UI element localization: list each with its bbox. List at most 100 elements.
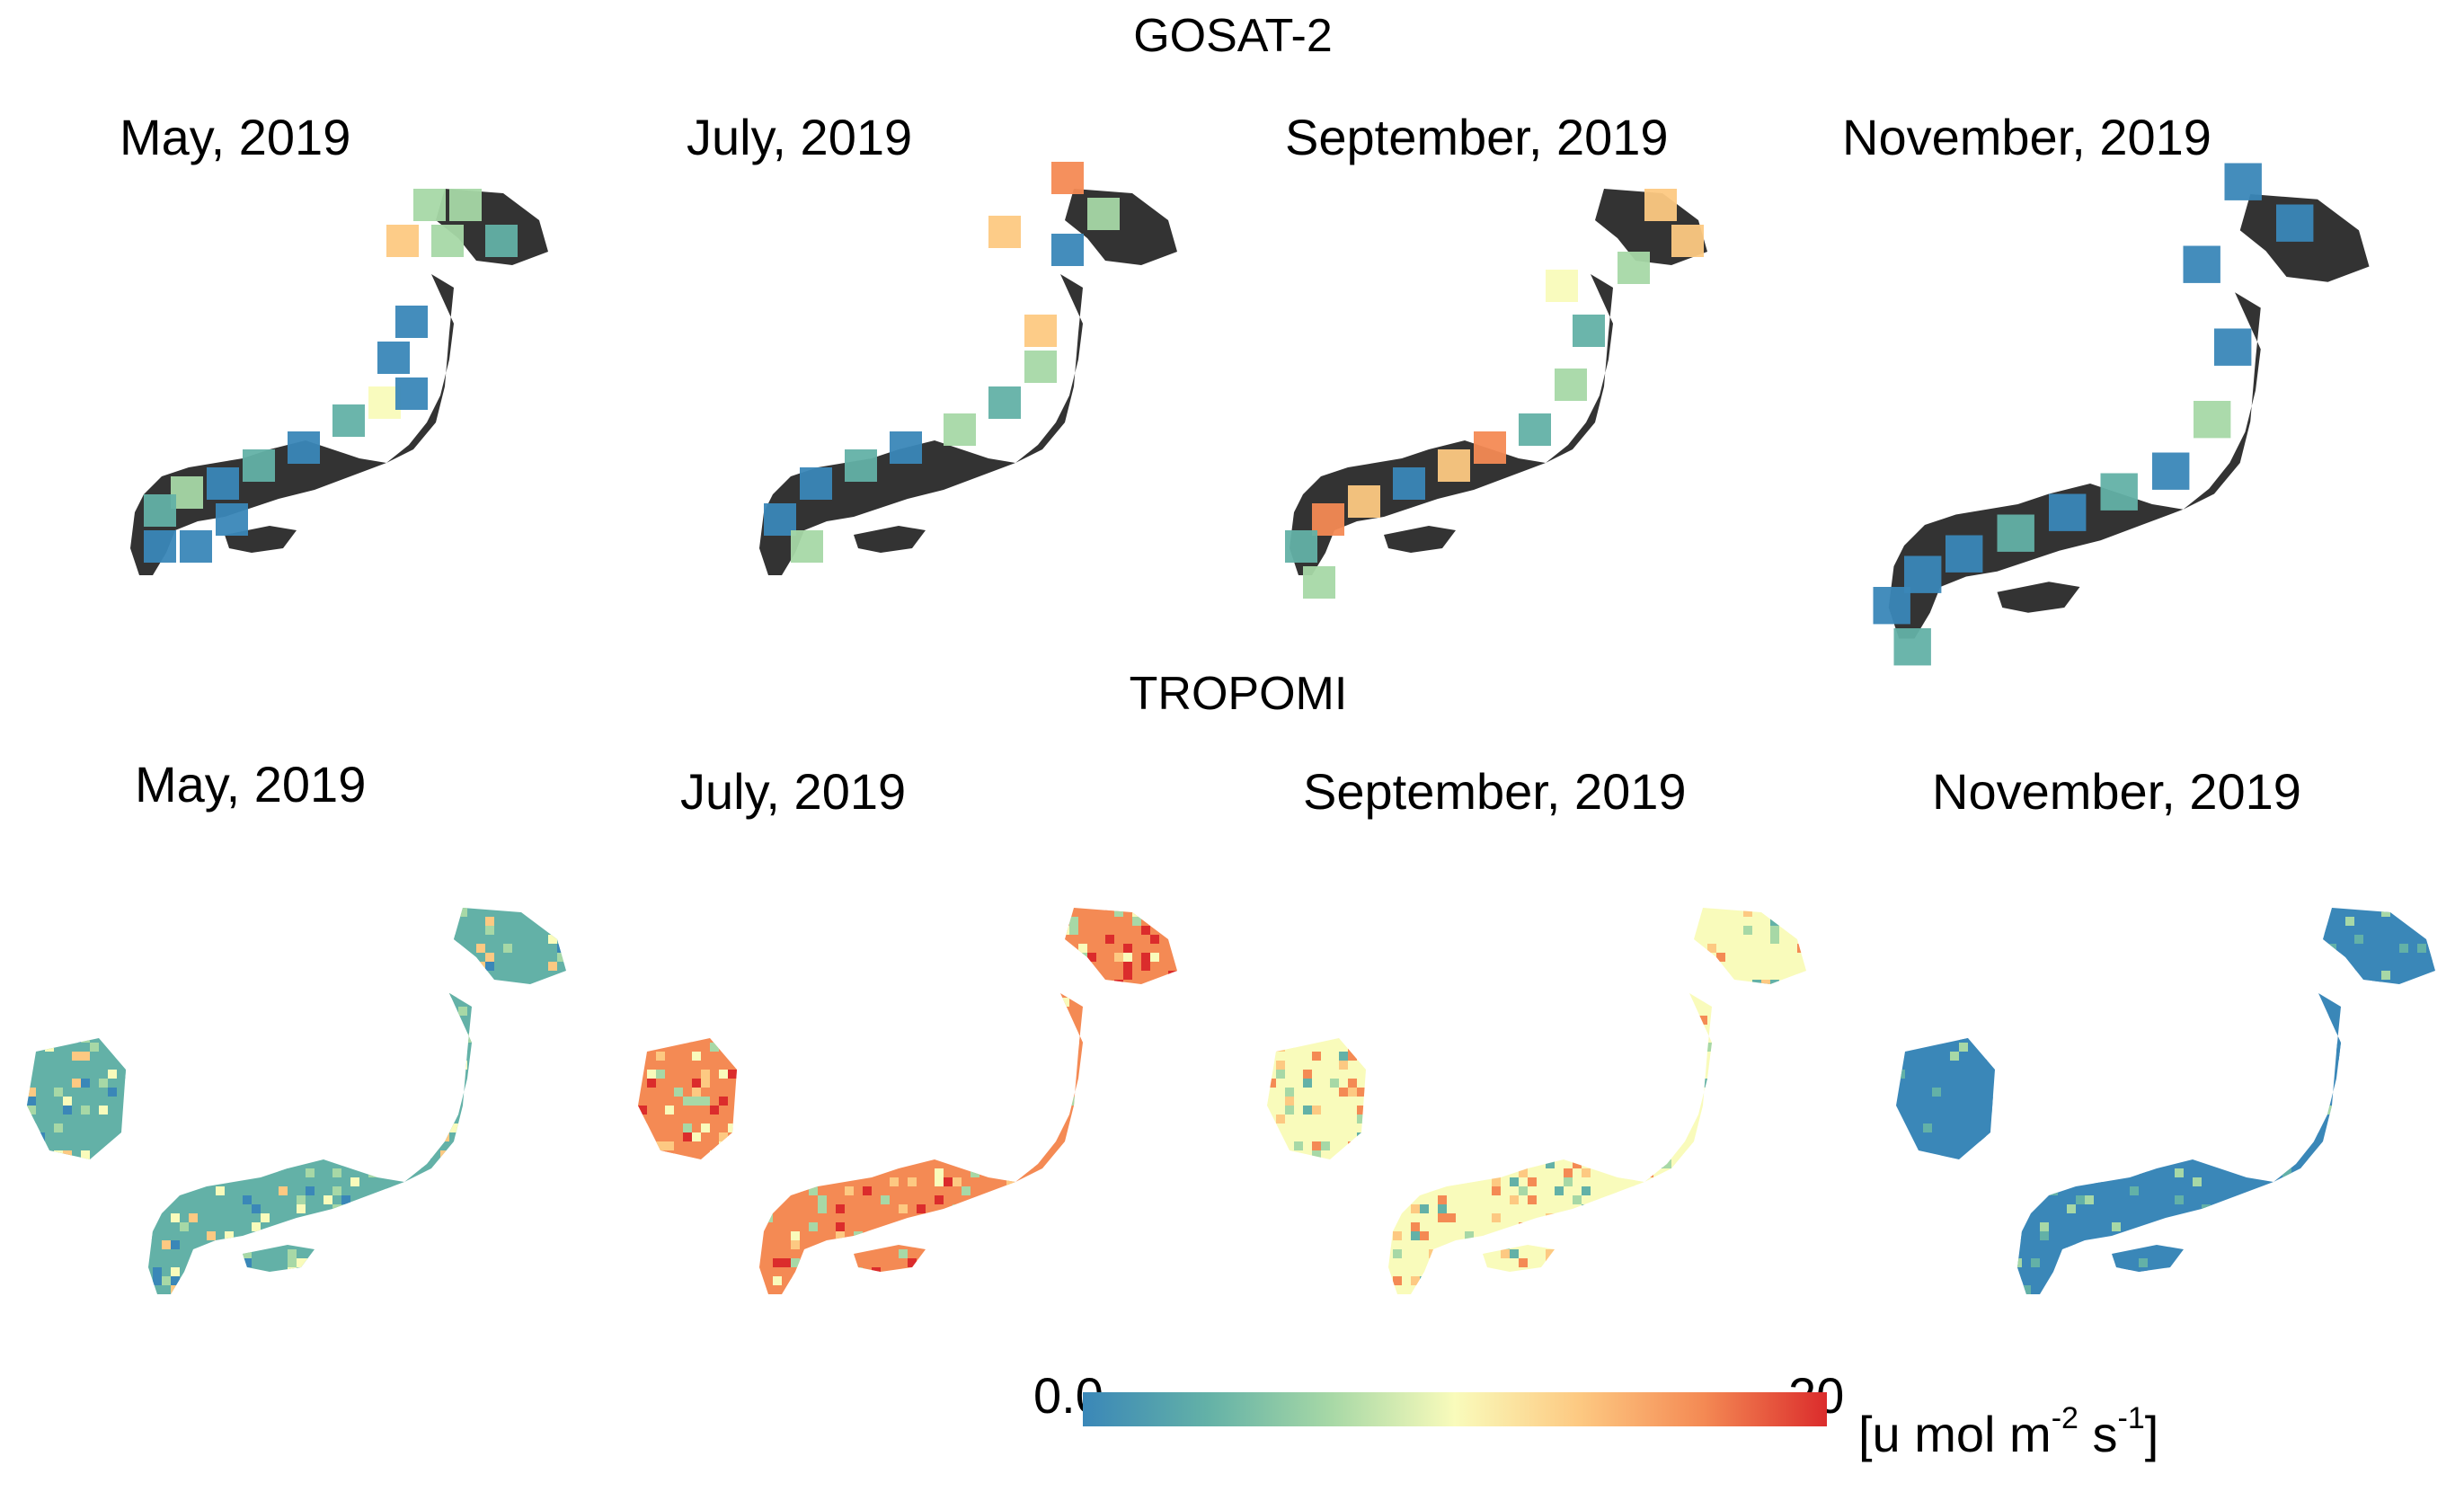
speckle-cell <box>1006 881 1015 890</box>
speckle-cell <box>2202 1204 2211 1213</box>
speckle-cell <box>1519 1079 1528 1088</box>
speckle-cell <box>2166 989 2175 998</box>
speckle-cell <box>1177 1106 1186 1115</box>
speckle-cell <box>1159 1159 1168 1168</box>
speckle-cell <box>1249 1213 1258 1222</box>
speckle-cell <box>1950 1321 1959 1330</box>
speckle-cell <box>1150 1097 1159 1106</box>
speckle-cell <box>827 1150 836 1159</box>
speckle-cell <box>0 1150 9 1159</box>
speckle-cell <box>1582 989 1591 998</box>
speckle-cell <box>1006 1025 1015 1034</box>
speckle-cell <box>2148 1186 2157 1195</box>
speckle-cell <box>764 1070 773 1079</box>
speckle-cell <box>162 1079 171 1088</box>
speckle-cell <box>1060 1321 1069 1330</box>
speckle-cell <box>207 1016 216 1025</box>
speckle-cell <box>1186 890 1195 899</box>
speckle-cell <box>2327 1267 2336 1276</box>
speckle-cell <box>90 1213 99 1222</box>
speckle-cell <box>1483 1357 1492 1366</box>
grid-cell <box>2183 245 2220 283</box>
speckle-cell <box>791 1240 800 1249</box>
speckle-cell <box>2076 1106 2085 1115</box>
speckle-cell <box>1132 1204 1141 1213</box>
speckle-cell <box>440 1231 449 1240</box>
speckle-cell <box>2318 1186 2327 1195</box>
speckle-cell <box>2022 1159 2031 1168</box>
speckle-cell <box>1411 1276 1420 1285</box>
speckle-cell <box>1519 1007 1528 1016</box>
speckle-cell <box>2112 1016 2121 1025</box>
speckle-cell <box>2247 980 2256 989</box>
speckle-cell <box>2211 881 2220 890</box>
speckle-cell <box>2381 1285 2390 1294</box>
speckle-cell <box>315 1115 324 1123</box>
speckle-cell <box>1312 890 1321 899</box>
speckle-cell <box>1384 1016 1393 1025</box>
speckle-cell <box>90 1339 99 1348</box>
speckle-cell <box>1384 1034 1393 1043</box>
speckle-cell <box>692 1132 701 1141</box>
speckle-cell <box>1842 1249 1851 1258</box>
speckle-cell <box>9 953 18 962</box>
speckle-cell <box>629 1007 638 1016</box>
speckle-cell <box>2139 1258 2148 1267</box>
speckle-cell <box>1806 1258 1815 1267</box>
speckle-cell <box>45 962 54 971</box>
speckle-cell <box>1797 1061 1806 1070</box>
speckle-cell <box>1752 1168 1761 1177</box>
speckle-cell <box>620 1186 629 1195</box>
speckle-cell <box>1824 1115 1833 1123</box>
speckle-cell <box>467 1240 476 1249</box>
speckle-cell <box>395 971 404 980</box>
speckle-cell <box>359 1034 368 1043</box>
speckle-cell <box>1815 1267 1824 1276</box>
speckle-cell <box>2013 1258 2022 1267</box>
speckle-cell <box>1456 1025 1465 1034</box>
speckle-cell <box>2282 890 2291 899</box>
speckle-cell <box>1321 1123 1330 1132</box>
speckle-cell <box>1519 1123 1528 1132</box>
speckle-cell <box>2148 1141 2157 1150</box>
speckle-cell <box>2336 1115 2345 1123</box>
speckle-cell <box>656 1276 665 1285</box>
speckle-cell <box>270 899 279 908</box>
speckle-cell <box>2327 1186 2336 1195</box>
speckle-cell <box>2022 1016 2031 1025</box>
speckle-cell <box>719 1141 728 1150</box>
speckle-cell <box>2085 1034 2094 1043</box>
speckle-cell <box>485 1115 494 1123</box>
speckle-cell <box>2067 1294 2076 1303</box>
speckle-cell <box>252 1222 261 1231</box>
speckle-cell <box>9 1034 18 1043</box>
speckle-cell <box>620 1070 629 1079</box>
speckle-cell <box>1465 1052 1474 1061</box>
speckle-cell <box>899 953 908 962</box>
speckle-cell <box>1411 1222 1420 1231</box>
speckle-cell <box>1878 1339 1887 1348</box>
speckle-cell <box>620 863 629 872</box>
speckle-cell <box>180 1034 189 1043</box>
speckle-cell <box>2256 1249 2265 1258</box>
speckle-cell <box>261 1052 270 1061</box>
speckle-cell <box>656 1321 665 1330</box>
speckle-cell <box>153 1061 162 1070</box>
speckle-cell <box>2013 872 2022 881</box>
speckle-cell <box>1456 1195 1465 1204</box>
speckle-cell <box>2265 917 2273 926</box>
speckle-cell <box>737 1097 746 1106</box>
speckle-cell <box>2399 944 2408 953</box>
speckle-cell <box>962 1106 971 1115</box>
speckle-cell <box>584 1258 593 1267</box>
speckle-cell <box>1168 980 1177 989</box>
speckle-cell <box>656 944 665 953</box>
speckle-cell <box>656 1348 665 1357</box>
speckle-cell <box>2318 1097 2327 1106</box>
grid-cell <box>944 413 976 446</box>
speckle-cell <box>971 1052 979 1061</box>
speckle-cell <box>611 1258 620 1267</box>
speckle-cell <box>1689 962 1698 971</box>
speckle-cell <box>1977 980 1986 989</box>
speckle-cell <box>1357 863 1366 872</box>
